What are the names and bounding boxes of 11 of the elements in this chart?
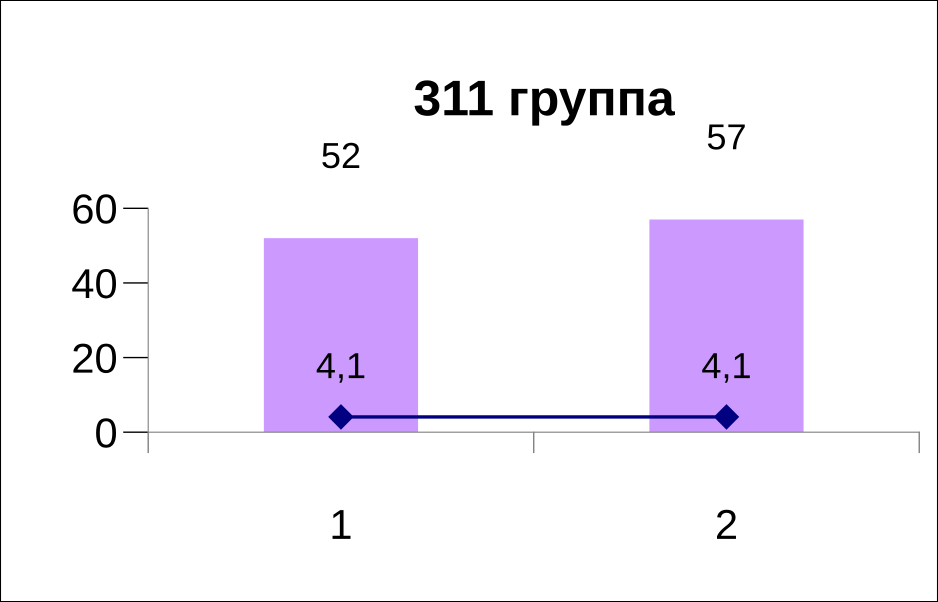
data-label: 4,1: [702, 353, 750, 383]
data-label: 52: [322, 142, 360, 168]
x-tick-label: 2: [716, 510, 736, 539]
chart-title: 311 группа: [414, 80, 675, 126]
y-tick-label: 20: [73, 344, 116, 374]
data-label: 57: [708, 124, 745, 150]
y-tick-label: 40: [72, 268, 116, 298]
x-tick-label: 1: [332, 510, 351, 539]
y-tick-label: 0: [96, 418, 116, 448]
y-tick-label: 60: [73, 194, 116, 224]
data-label: 4,1: [316, 353, 364, 383]
